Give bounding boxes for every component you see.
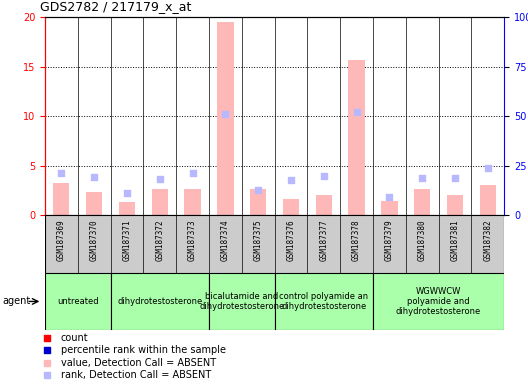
Text: GSM187372: GSM187372 (155, 220, 164, 261)
Text: GDS2782 / 217179_x_at: GDS2782 / 217179_x_at (40, 0, 191, 13)
Text: untreated: untreated (57, 297, 99, 306)
Bar (209, 273, 275, 330)
Bar (381, 201, 398, 215)
Bar (45, 273, 110, 330)
Point (287, 177, 295, 184)
Text: value, Detection Call = ABSENT: value, Detection Call = ABSENT (61, 358, 215, 368)
Point (57, 169, 65, 175)
Point (352, 109, 361, 115)
Text: GSM187379: GSM187379 (385, 220, 394, 261)
Point (319, 174, 328, 180)
Bar (348, 60, 365, 215)
Text: WGWWCW
polyamide and
dihydrotestosterone: WGWWCW polyamide and dihydrotestosterone (396, 286, 481, 316)
Text: GSM187380: GSM187380 (418, 220, 427, 261)
Bar (152, 189, 168, 215)
Text: count: count (61, 333, 88, 343)
Text: GSM187371: GSM187371 (122, 220, 131, 261)
Point (385, 194, 393, 200)
Bar (184, 189, 201, 215)
Point (484, 164, 492, 170)
Text: GSM187373: GSM187373 (188, 220, 197, 261)
Point (451, 175, 459, 182)
Bar (414, 189, 430, 215)
Point (90, 174, 98, 180)
Bar (479, 185, 496, 215)
Point (418, 175, 427, 182)
Text: GSM187381: GSM187381 (450, 220, 459, 261)
Point (42, 347, 51, 353)
Bar (447, 195, 463, 215)
Point (188, 169, 197, 175)
Bar (53, 184, 70, 215)
Text: GSM187376: GSM187376 (287, 220, 296, 261)
Bar (110, 273, 209, 330)
Text: GSM187370: GSM187370 (90, 220, 99, 261)
Bar (119, 202, 135, 215)
Text: percentile rank within the sample: percentile rank within the sample (61, 345, 225, 355)
Point (254, 187, 262, 194)
Text: GSM187369: GSM187369 (57, 220, 66, 261)
Point (155, 176, 164, 182)
Point (122, 190, 131, 196)
Point (42, 372, 51, 378)
Text: bicalutamide and
dihydrotestosterone: bicalutamide and dihydrotestosterone (199, 292, 285, 311)
Text: GSM187374: GSM187374 (221, 220, 230, 261)
Point (42, 359, 51, 366)
Text: GSM187378: GSM187378 (352, 220, 361, 261)
Text: GSM187382: GSM187382 (483, 220, 492, 261)
Text: control polyamide an
dihydrotestosterone: control polyamide an dihydrotestosterone (279, 292, 369, 311)
Text: rank, Detection Call = ABSENT: rank, Detection Call = ABSENT (61, 370, 211, 380)
Text: GSM187377: GSM187377 (319, 220, 328, 261)
Text: GSM187375: GSM187375 (253, 220, 262, 261)
Bar (250, 189, 266, 215)
Bar (283, 199, 299, 215)
Text: agent: agent (3, 296, 31, 306)
Bar (373, 273, 504, 330)
Bar (86, 192, 102, 215)
Bar (217, 22, 233, 215)
Point (221, 111, 230, 117)
Bar (275, 273, 373, 330)
Bar (316, 195, 332, 215)
Point (42, 334, 51, 341)
Text: dihydrotestosterone: dihydrotestosterone (117, 297, 202, 306)
